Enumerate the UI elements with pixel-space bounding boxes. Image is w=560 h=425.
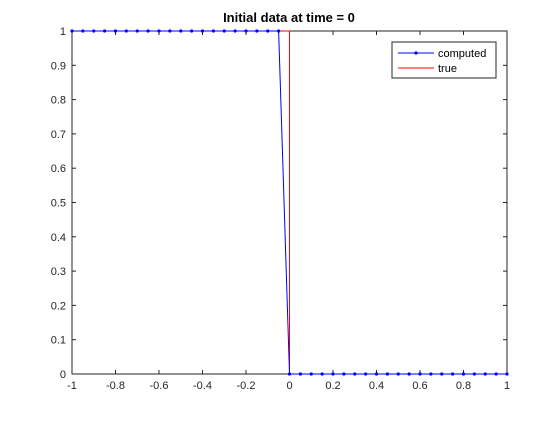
data-point-computed	[309, 372, 313, 376]
y-tick-label: 0.9	[51, 60, 66, 72]
data-point-computed	[135, 29, 139, 33]
data-point-computed	[320, 372, 324, 376]
legend-marker-computed	[414, 51, 418, 55]
data-point-computed	[353, 372, 357, 376]
data-point-computed	[146, 29, 150, 33]
data-point-computed	[70, 29, 74, 33]
legend-label-true: true	[438, 63, 457, 75]
x-tick-label: -0.2	[237, 380, 256, 392]
data-point-computed	[385, 372, 389, 376]
data-point-computed	[364, 372, 368, 376]
plot-area	[70, 29, 509, 376]
x-tick-label: 0	[286, 380, 292, 392]
data-point-computed	[451, 372, 455, 376]
data-point-computed	[374, 372, 379, 376]
legend-label-computed: computed	[438, 48, 486, 60]
data-point-computed	[472, 372, 476, 376]
y-tick-label: 1	[60, 26, 66, 38]
data-point-computed	[342, 372, 346, 376]
y-tick-label: 0.2	[51, 300, 66, 312]
x-tick-label: -1	[67, 380, 77, 392]
data-point-computed	[92, 29, 96, 33]
x-tick-label: 0.6	[412, 380, 427, 392]
data-point-computed	[255, 29, 259, 33]
data-point-computed	[244, 29, 248, 33]
data-point-computed	[407, 372, 411, 376]
data-point-computed	[179, 29, 183, 33]
y-tick-label: 0.8	[51, 95, 66, 107]
y-tick-label: 0	[60, 369, 66, 381]
data-point-computed	[483, 372, 487, 376]
data-point-computed	[277, 29, 281, 33]
data-point-computed	[429, 372, 433, 376]
y-tick-label: 0.1	[51, 335, 66, 347]
y-tick-label: 0.3	[51, 266, 66, 278]
data-point-computed	[190, 29, 194, 33]
data-point-computed	[124, 29, 128, 33]
data-point-computed	[287, 372, 292, 376]
data-point-computed	[298, 372, 302, 376]
x-tick-label: -0.8	[106, 380, 125, 392]
data-point-computed	[505, 372, 509, 376]
legend: computed true	[391, 41, 497, 79]
data-point-computed	[331, 372, 335, 376]
y-tick-label: 0.5	[51, 198, 66, 210]
data-point-computed	[440, 372, 444, 376]
data-point-computed	[168, 29, 172, 33]
data-point-computed	[418, 372, 422, 376]
y-tick-label: 0.6	[51, 163, 66, 175]
data-point-computed	[157, 29, 161, 33]
legend-box	[391, 41, 497, 79]
x-tick-label: 1	[504, 380, 510, 392]
data-point-computed	[113, 29, 118, 33]
data-point-computed	[461, 372, 466, 376]
data-point-computed	[103, 29, 107, 33]
x-tick-label: -0.6	[150, 380, 169, 392]
data-point-computed	[211, 29, 215, 33]
x-tick-label: 0.2	[325, 380, 340, 392]
data-point-computed	[222, 29, 226, 33]
data-point-computed	[81, 29, 85, 33]
data-point-computed	[200, 29, 205, 33]
x-tick-label: 0.4	[369, 380, 384, 392]
data-point-computed	[233, 29, 237, 33]
x-tick-label: 0.8	[456, 380, 471, 392]
data-point-computed	[494, 372, 498, 376]
data-point-computed	[266, 29, 270, 33]
data-point-computed	[396, 372, 400, 376]
y-tick-label: 0.4	[51, 232, 66, 244]
y-tick-label: 0.7	[51, 129, 66, 141]
chart-title: Initial data at time = 0	[223, 10, 355, 25]
x-tick-label: -0.4	[193, 380, 212, 392]
